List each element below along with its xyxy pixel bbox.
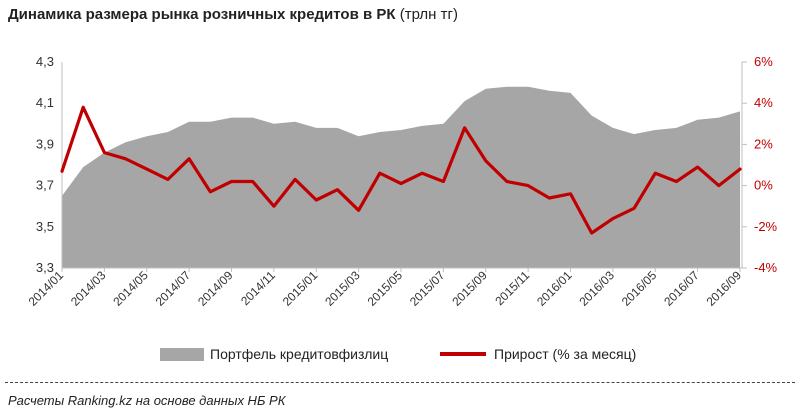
right-tick-label: 0% xyxy=(754,178,773,193)
x-tick-label: 2015/11 xyxy=(492,268,532,308)
x-tick-label: 2016/07 xyxy=(661,268,702,309)
x-tick-label: 2016/09 xyxy=(704,268,745,309)
chart-title-unit: (трлн тг) xyxy=(399,6,458,23)
right-tick-label: 4% xyxy=(754,95,773,110)
x-tick-label: 2016/01 xyxy=(534,268,575,309)
right-tick-label: 2% xyxy=(754,136,773,151)
legend-swatch-area xyxy=(160,347,204,361)
x-tick-label: 2015/03 xyxy=(322,268,363,309)
x-tick-label: 2014/11 xyxy=(238,268,278,308)
left-tick-label: 3,5 xyxy=(36,219,54,234)
legend-label-portfolio: Портфель кредитовфизлиц xyxy=(210,346,389,362)
x-tick-label: 2016/05 xyxy=(619,268,660,309)
source-note: Расчеты Ranking.kz на основе данных НБ Р… xyxy=(8,393,286,408)
legend-item-portfolio: Портфель кредитовфизлиц xyxy=(160,346,388,362)
x-tick-label: 2014/05 xyxy=(110,268,151,309)
x-tick-label: 2015/05 xyxy=(365,268,406,309)
x-tick-label: 2016/03 xyxy=(576,268,617,309)
right-tick-label: 6% xyxy=(754,54,773,69)
chart-area: 4,34,13,93,73,53,36%4%2%0%-2%-4%2014/01 2… xyxy=(26,54,778,309)
right-tick-label: -4% xyxy=(754,260,778,275)
right-tick-label: -2% xyxy=(754,219,778,234)
x-tick-label: 2014/07 xyxy=(153,268,194,309)
left-tick-label: 4,1 xyxy=(36,95,54,110)
portfolio-area xyxy=(62,86,740,268)
x-tick-label: 2014/03 xyxy=(68,268,109,309)
x-tick-label: 2015/07 xyxy=(407,268,448,309)
left-tick-label: 3,9 xyxy=(36,136,54,151)
chart-title-main: Динамика размера рынка розничных кредито… xyxy=(8,6,396,23)
legend: Портфель кредитовфизлиц Прирост (% за ме… xyxy=(0,346,800,368)
growth-line xyxy=(60,105,742,235)
left-tick-label: 3,3 xyxy=(36,260,54,275)
x-tick-label: 2015/01 xyxy=(280,268,321,309)
legend-swatch-line xyxy=(440,352,486,356)
x-tick-label: 2015/09 xyxy=(449,268,490,309)
left-tick-label: 4,3 xyxy=(36,54,54,69)
legend-item-growth: Прирост (% за месяц) xyxy=(440,346,636,362)
left-tick-label: 3,7 xyxy=(36,178,54,193)
x-tick-label: 2014/09 xyxy=(195,268,236,309)
divider xyxy=(5,382,795,383)
chart-title: Динамика размера рынка розничных кредито… xyxy=(8,6,458,23)
legend-label-growth: Прирост (% за месяц) xyxy=(494,346,637,362)
